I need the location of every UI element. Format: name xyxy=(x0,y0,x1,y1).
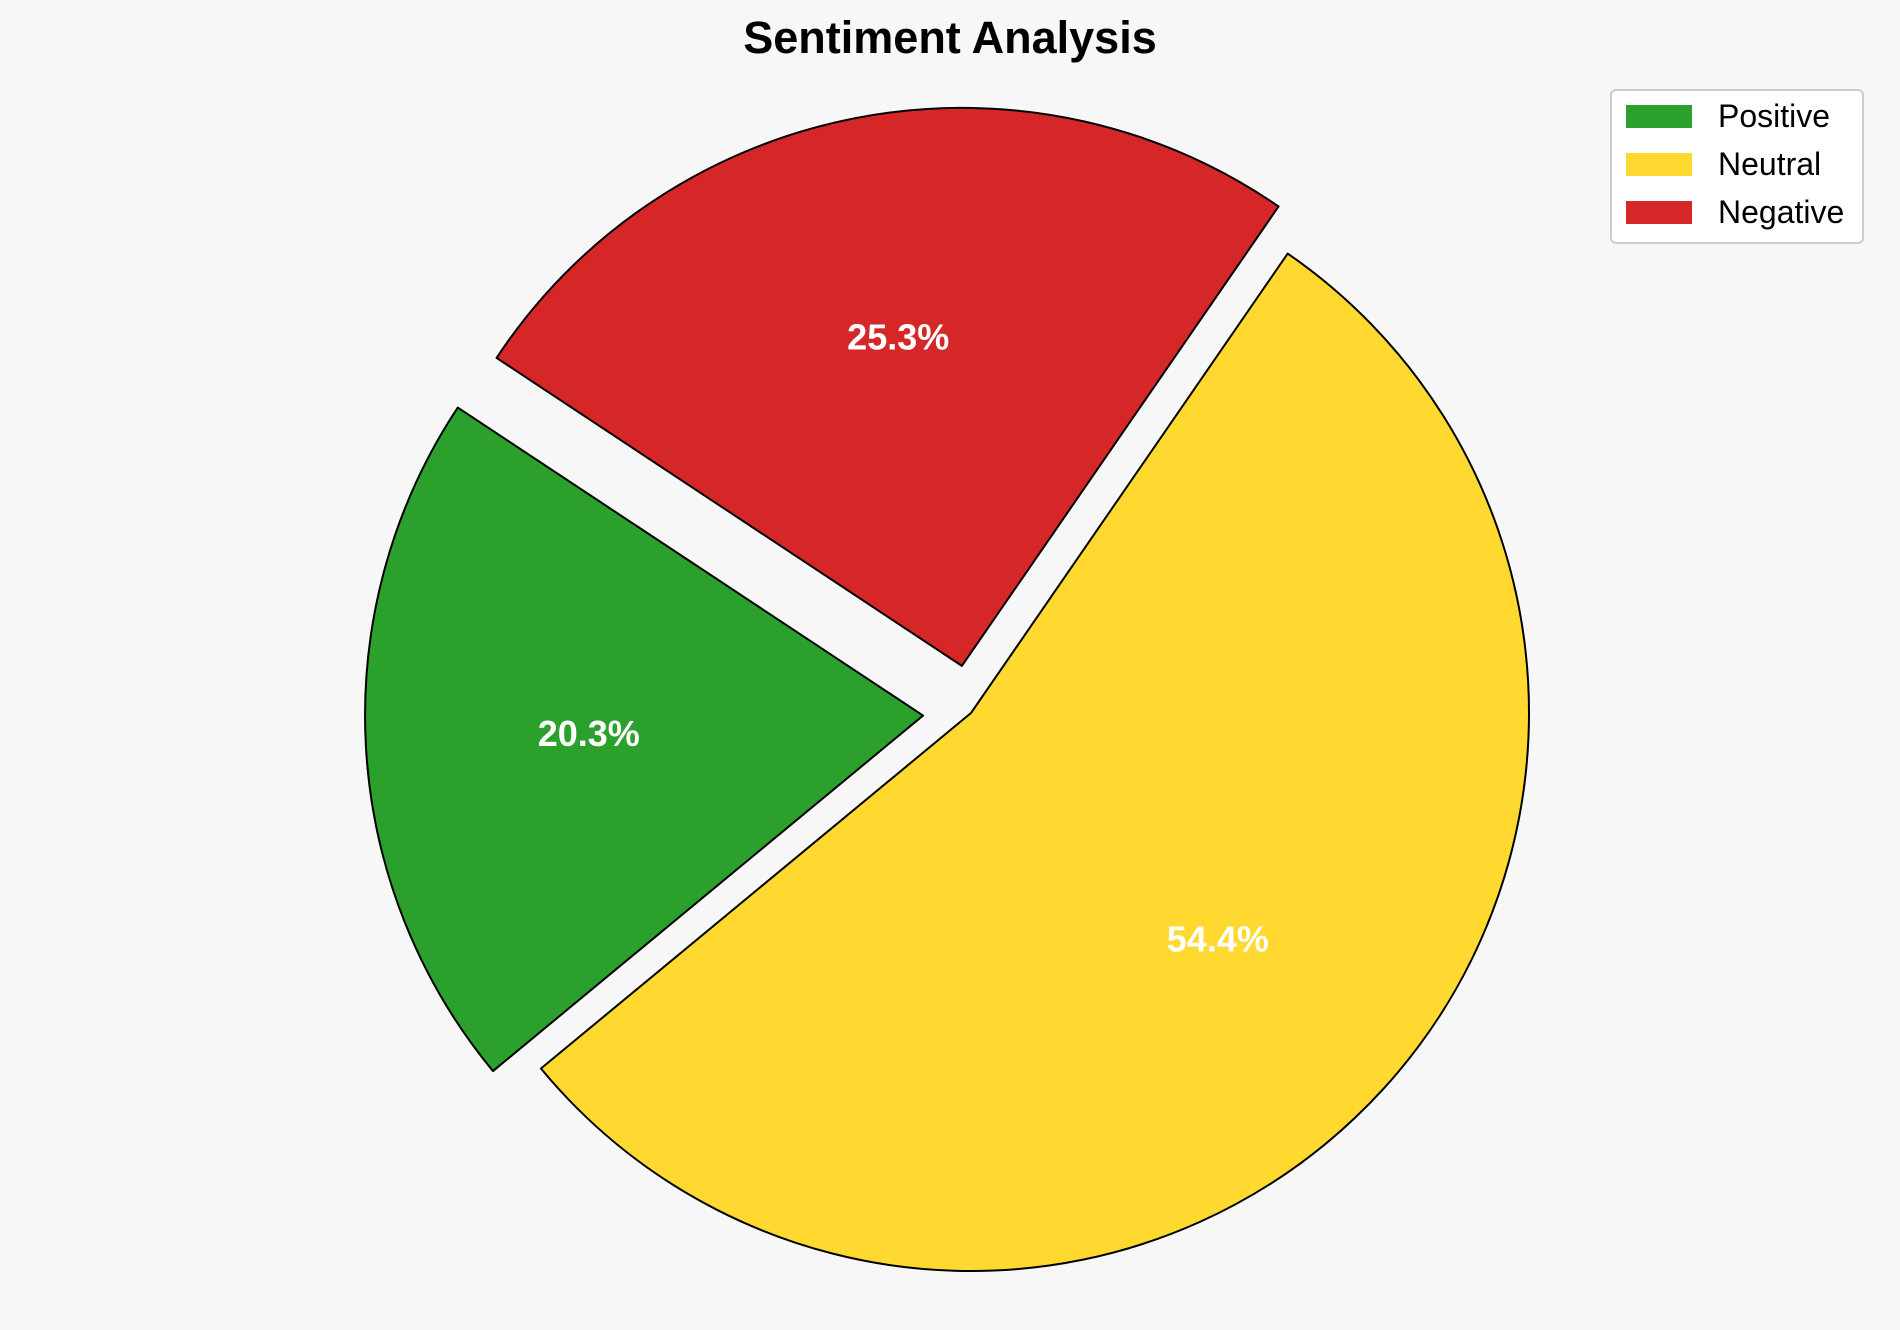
legend-swatch-positive xyxy=(1626,105,1692,128)
legend[interactable]: Positive Neutral Negative xyxy=(1610,89,1864,244)
legend-label-positive[interactable]: Positive xyxy=(1718,98,1830,134)
pie-slice-labels: 20.3% 54.4% 25.3% xyxy=(538,317,1269,960)
legend-swatch-neutral xyxy=(1626,153,1692,176)
legend-label-negative[interactable]: Negative xyxy=(1718,194,1844,230)
pie-slices xyxy=(364,106,1530,1272)
chart-title: Sentiment Analysis xyxy=(743,12,1156,63)
legend-entries: Positive Neutral Negative xyxy=(1626,98,1844,230)
pie-slice-positive[interactable] xyxy=(364,406,925,1073)
slice-label-neutral: 54.4% xyxy=(1167,919,1269,960)
pie-slice-neutral[interactable] xyxy=(539,252,1530,1272)
legend-label-neutral[interactable]: Neutral xyxy=(1718,146,1821,182)
slice-label-negative: 25.3% xyxy=(847,317,949,358)
pie-slice-negative[interactable] xyxy=(495,106,1280,667)
legend-swatch-negative xyxy=(1626,201,1692,224)
slice-label-positive: 20.3% xyxy=(538,713,640,754)
